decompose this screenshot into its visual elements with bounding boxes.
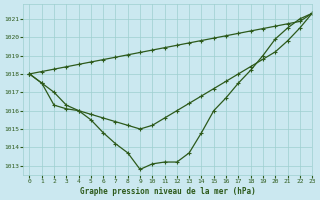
X-axis label: Graphe pression niveau de la mer (hPa): Graphe pression niveau de la mer (hPa) [80, 187, 256, 196]
